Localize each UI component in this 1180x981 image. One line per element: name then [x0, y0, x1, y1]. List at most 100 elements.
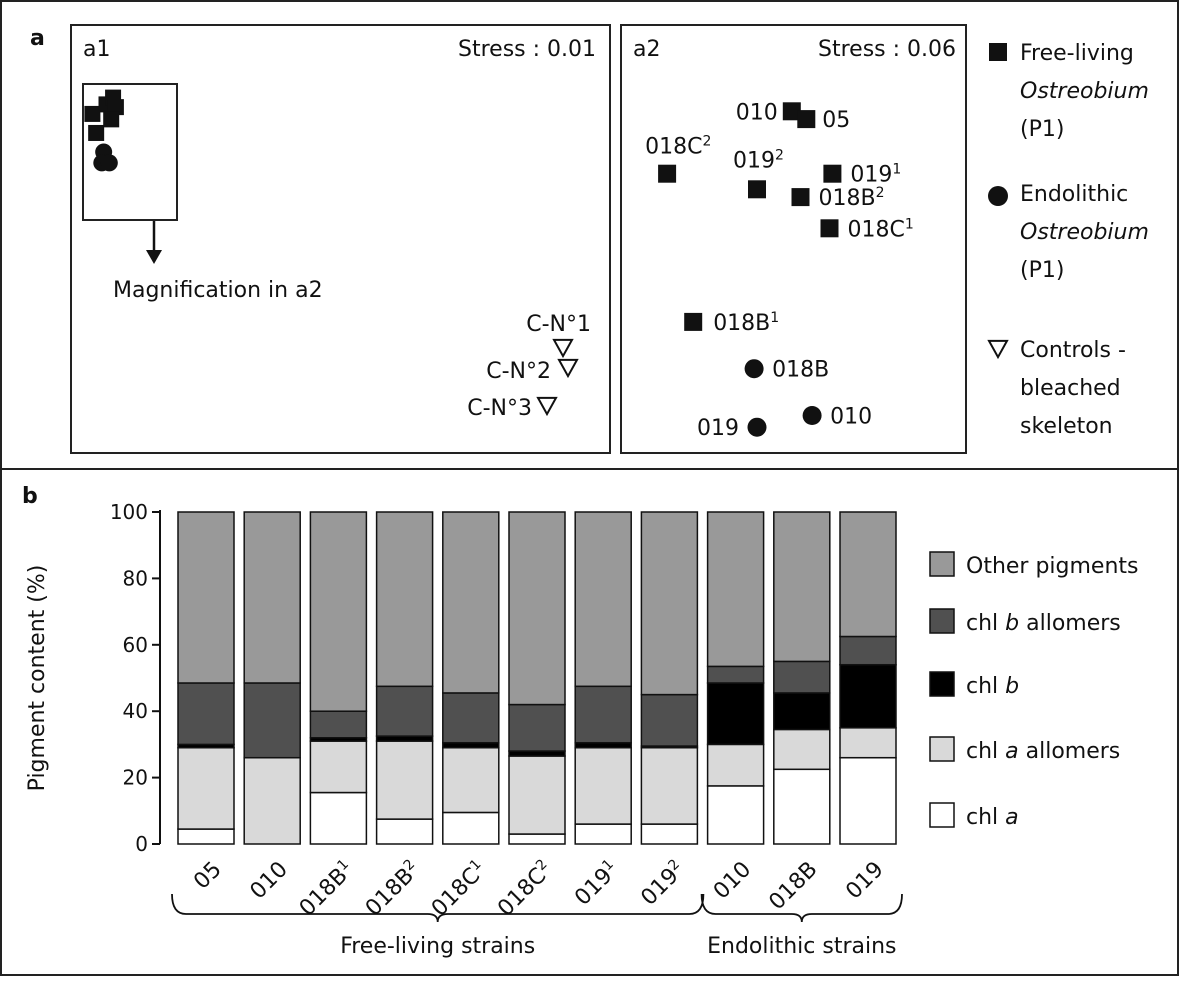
x-tick-label: 0191 [570, 856, 624, 910]
bar-segment-chl-a-allomers [773, 728, 831, 771]
x-tick-label: 019 [841, 857, 888, 904]
bar-segment-other [243, 511, 301, 684]
bar-segment-chl-a [442, 811, 500, 845]
bar-segment-chl-b [773, 692, 831, 731]
subpanel-a1-stress: Stress : 0.01 [458, 37, 596, 62]
panel-a-legend: Free-living Ostreobium (P1) Endolithic Ostre… [987, 41, 1149, 439]
a1-free-living-point [84, 105, 101, 122]
bar-segment-chl-b-allomers [243, 682, 301, 759]
a2-point-label: 05 [822, 108, 850, 133]
legend-b-swatch [929, 671, 955, 697]
x-tick-label: 010 [709, 857, 756, 904]
a2-free-living-point [797, 110, 816, 129]
bar-segment-chl-b-allomers [508, 703, 566, 752]
bar-segment-other [839, 511, 897, 638]
subpanel-a2-frame [620, 24, 967, 454]
a1-free-living-point [107, 99, 124, 116]
a2-free-living-point [658, 164, 677, 183]
bar-segment-chl-a [773, 768, 831, 845]
a2-point-label: 019 [697, 416, 739, 441]
bar-segment-chl-b-allomers [773, 660, 831, 694]
legend-triangle-icon [987, 339, 1009, 360]
a2-free-living-point [782, 102, 801, 121]
y-tick-label: 40 [123, 699, 148, 723]
subpanel-a2: a2 Stress : 0.06 010 05 018C2 0192 0191018B2… [620, 24, 967, 454]
group-bracket [700, 893, 903, 923]
bar-segment-chl-a-allomers [442, 746, 500, 814]
group-bracket [171, 893, 705, 923]
a2-points: 010 05018C201920191018B2018C1018B1018B010… [645, 100, 914, 441]
bar-segment-chl-a [375, 818, 434, 845]
y-tick-label: 60 [123, 633, 148, 657]
magnification-annotation: Magnification in a2 [113, 278, 323, 303]
bar-segment-chl-a-allomers [177, 746, 235, 830]
y-tick-label: 80 [123, 566, 148, 590]
bar-segment-chl-b-allomers [574, 685, 632, 744]
bar-segment-other [309, 511, 368, 712]
bar-segment-chl-a-allomers [508, 755, 566, 835]
bar-segment-chl-a [706, 785, 765, 845]
bar-segment-chl-a-allomers [243, 756, 301, 845]
subpanel-a2-label: a2 [633, 37, 660, 62]
subpanel-a1-frame [70, 24, 611, 454]
a1-free-living-point [88, 124, 105, 141]
magnification-arrow-head [146, 250, 162, 264]
a2-free-living-point [820, 219, 839, 238]
a2-point-label: 0191 [850, 162, 901, 188]
legend-b-text: Other pigments [966, 554, 1139, 579]
y-tick-label: 0 [135, 832, 148, 856]
x-tick-label: 05 [189, 857, 226, 894]
legend-a-text: Ostreobium [1020, 79, 1149, 104]
a2-free-living-point [684, 312, 703, 331]
group-label: Free-living strains [340, 934, 535, 959]
bar-segment-chl-a [574, 823, 632, 845]
magnification-box [82, 83, 178, 221]
bar-segment-chl-b [839, 663, 897, 729]
x-tick-label: 018C1 [426, 856, 491, 921]
a2-point-label: 0192 [733, 147, 784, 173]
panel-b-label: b [22, 484, 38, 509]
legend-a-text: skeleton [1020, 414, 1113, 439]
control-triangle [552, 338, 574, 359]
x-tick-label: 018B2 [360, 856, 425, 921]
bar-segment-chl-a [640, 823, 699, 845]
a2-point-label: 018C2 [645, 134, 711, 160]
a2-point-label: 018B1 [713, 310, 779, 336]
bar-segment-chl-a [508, 833, 566, 845]
bar-segment-chl-b-allomers [839, 635, 897, 666]
panel-a-label: a [30, 26, 45, 51]
bar-segment-chl-a [309, 791, 368, 845]
legend-b-text: chl b allomers [966, 611, 1121, 636]
bar-segment-other [442, 511, 500, 694]
bar-segment-other [773, 511, 831, 663]
legend-a-text: Endolithic [1020, 182, 1128, 207]
x-tick-label: 010 [246, 857, 293, 904]
a2-point-label: 018B [772, 358, 829, 383]
bar-segment-other [177, 511, 235, 684]
legend-b-text: chl a [966, 805, 1019, 830]
bar-segment-chl-b-allomers [309, 710, 368, 739]
legend-a-text: Controls - [1020, 338, 1126, 363]
x-tick-label: 018B [764, 857, 822, 915]
x-tick-label: 018C2 [492, 856, 557, 921]
control-label: C-N°1 [526, 312, 591, 337]
bar-segment-other [574, 511, 632, 688]
a2-free-living-point [791, 188, 810, 207]
legend-a-text: Free-living [1020, 41, 1134, 66]
control-triangle [536, 396, 558, 417]
legend-b-swatch [929, 736, 955, 762]
subpanel-a1: a1 Stress : 0.01 Magnification in a2 C-N… [70, 24, 611, 454]
bar-segment-chl-b-allomers [442, 692, 500, 744]
bar-segment-chl-a-allomers [375, 740, 434, 820]
a2-endolithic-point [747, 417, 767, 437]
bar-segment-chl-a [839, 756, 897, 845]
control-label: C-N°2 [486, 359, 551, 384]
x-tick-label: 0192 [636, 856, 690, 910]
bar-segment-chl-a-allomers [640, 746, 699, 825]
control-triangle [557, 358, 579, 379]
bar-segment-chl-b-allomers [706, 665, 765, 684]
legend-b-text: chl a allomers [966, 739, 1120, 764]
a2-endolithic-point [744, 359, 764, 379]
